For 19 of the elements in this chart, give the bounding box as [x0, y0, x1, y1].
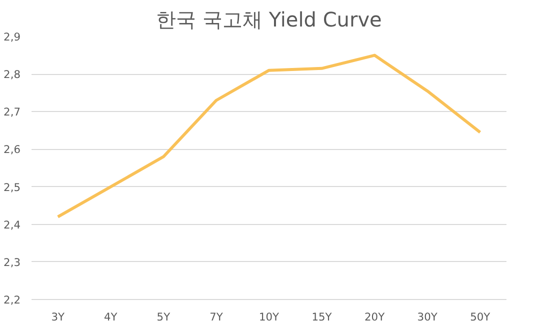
x-tick-label: 20Y [364, 310, 386, 324]
x-tick-label: 3Y [51, 310, 66, 324]
y-tick-label: 2,3 [4, 256, 21, 269]
y-tick-label: 2,6 [4, 143, 21, 156]
y-tick-label: 2,2 [4, 294, 21, 306]
x-tick-label: 7Y [210, 310, 224, 324]
x-tick-label: 50Y [470, 310, 491, 324]
chart-title: 한국 국고채 Yield Curve [156, 8, 382, 32]
y-tick-label: 2,8 [4, 68, 21, 82]
y-tick-label: 2,4 [4, 218, 21, 232]
x-tick-label: 15Y [312, 310, 332, 324]
x-tick-label: 5Y [156, 310, 171, 324]
y-tick-label: 2,9 [4, 30, 21, 44]
x-tick-label: 10Y [258, 310, 280, 324]
y-tick-label: 2,7 [4, 106, 21, 119]
y-tick-label: 2,5 [4, 180, 21, 194]
x-tick-label: 4Y [104, 310, 118, 324]
x-tick-label: 30Y [417, 310, 438, 324]
line-series [56, 54, 482, 218]
